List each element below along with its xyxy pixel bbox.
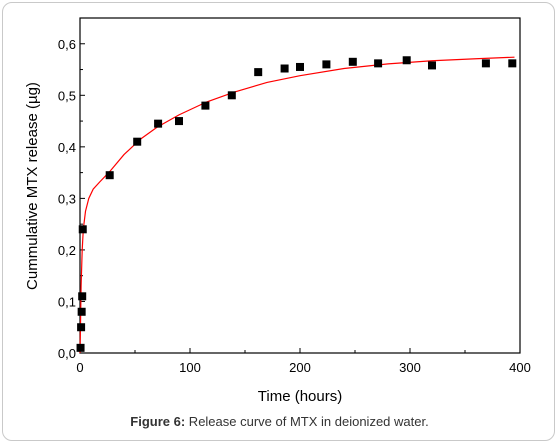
x-tick-label: 100 <box>179 360 201 375</box>
data-point <box>348 57 357 66</box>
data-point <box>78 225 87 234</box>
data-point <box>105 171 114 180</box>
x-axis-ticks: 0 100 200 300 400 <box>76 348 531 375</box>
data-point <box>78 292 87 301</box>
y-tick-label: 0,5 <box>58 88 76 103</box>
y-tick-label: 0,3 <box>58 191 76 206</box>
data-point <box>201 101 210 110</box>
data-point <box>254 68 263 77</box>
figure-caption-label: Figure 6: <box>130 414 186 429</box>
data-point <box>402 56 411 65</box>
y-axis-ticks: 0,0 0,1 0,2 0,3 0,4 0,5 0,6 <box>58 17 85 361</box>
x-tick-label: 300 <box>399 360 421 375</box>
data-points-layer <box>76 56 517 352</box>
x-tick-label: 0 <box>76 360 83 375</box>
figure-caption: Figure 6: Release curve of MTX in deioni… <box>0 414 559 429</box>
data-point <box>428 61 436 70</box>
fit-curve-line <box>79 56 515 354</box>
y-tick-label: 0,4 <box>58 140 76 155</box>
data-point <box>322 60 331 69</box>
data-point <box>280 64 289 73</box>
figure-frame <box>2 2 555 441</box>
data-point <box>77 323 86 332</box>
release-curve-chart: 0 100 200 300 400 0,0 0,1 0,2 0,3 0,4 0,5 0,6 Time… <box>24 17 531 405</box>
data-point <box>481 59 490 68</box>
data-point <box>77 307 86 316</box>
x-axis-title: Time (hours) <box>258 388 342 405</box>
y-tick-label: 0,6 <box>58 37 76 52</box>
data-point <box>227 91 236 100</box>
data-point <box>374 59 383 68</box>
data-point <box>76 343 85 352</box>
data-point <box>175 117 183 126</box>
fit-curve-layer <box>79 56 515 354</box>
y-tick-label: 0,1 <box>58 294 76 309</box>
data-point <box>133 137 142 146</box>
y-tick-label: 0,2 <box>58 243 76 258</box>
y-tick-label: 0,0 <box>58 346 76 361</box>
x-tick-label: 400 <box>509 360 531 375</box>
x-tick-label: 200 <box>289 360 311 375</box>
data-point <box>508 59 517 68</box>
data-point <box>154 119 163 128</box>
y-axis-title: Cummulative MTX release (µg) <box>24 82 41 290</box>
figure-caption-text: Release curve of MTX in deionized water. <box>185 414 429 429</box>
data-point <box>296 62 304 71</box>
